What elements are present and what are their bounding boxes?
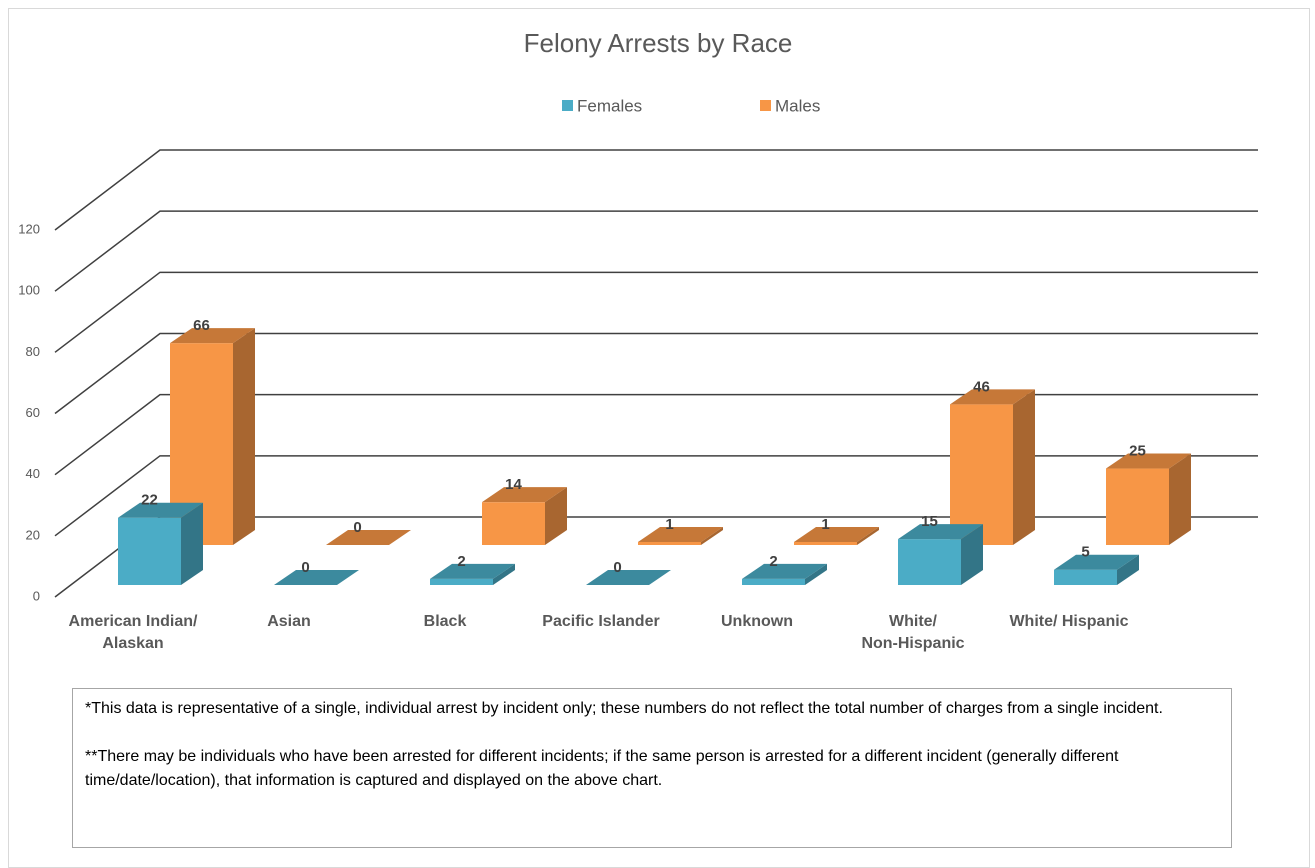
y-tick-label: 120 [18, 221, 40, 236]
legend-swatch [760, 100, 771, 111]
grid-line [54, 210, 1258, 292]
bar-side [233, 328, 255, 545]
bar-top [482, 487, 567, 503]
value-label: 5 [1081, 544, 1089, 561]
y-tick-label: 0 [33, 588, 40, 603]
bar-side [857, 526, 879, 545]
value-label: 2 [769, 553, 777, 570]
bar-top [586, 570, 671, 585]
bar-top [118, 502, 203, 518]
bar-top [274, 570, 359, 585]
y-tick-label: 80 [26, 344, 40, 359]
bar-top [430, 563, 515, 579]
x-tick-label: American Indian/ Alaskan [68, 613, 198, 652]
bar [950, 389, 1035, 545]
bar-side [1169, 453, 1191, 545]
value-label: 1 [665, 516, 673, 533]
value-label: 15 [921, 513, 938, 530]
bar [794, 526, 879, 545]
legend-swatch [562, 100, 573, 111]
bar [1106, 453, 1191, 545]
x-tick-label: Asian [267, 613, 311, 630]
bar-side [961, 524, 983, 585]
bar [898, 524, 983, 585]
bar-side [701, 526, 723, 545]
bar-top [950, 389, 1035, 405]
value-label: 0 [613, 559, 621, 576]
bar-front [482, 502, 545, 545]
bar-top [1106, 453, 1191, 469]
bar [638, 526, 723, 545]
bar-front [950, 404, 1013, 545]
bar [430, 563, 515, 585]
bar-front [430, 578, 493, 585]
bar-front [1054, 569, 1117, 585]
bar-top [742, 563, 827, 579]
grid-line [54, 332, 1258, 415]
notes-box: *This data is representative of a single… [72, 688, 1232, 848]
value-label: 0 [301, 559, 309, 576]
value-label: 1 [821, 516, 829, 533]
bar-top [794, 526, 879, 542]
y-tick-label: 60 [26, 405, 40, 420]
bar-side [493, 563, 515, 585]
legend-label: Males [775, 96, 820, 115]
grid-line [54, 393, 1258, 476]
x-tick-label: Pacific Islander [542, 613, 660, 630]
bar [742, 563, 827, 585]
value-label: 25 [1129, 443, 1146, 460]
x-tick-label: Unknown [721, 613, 793, 630]
note: *This data is representative of a single… [85, 700, 1163, 717]
bar-top [898, 524, 983, 540]
bar [1054, 554, 1139, 585]
bar [482, 487, 567, 545]
bar-front [118, 517, 181, 585]
note: **There may be individuals who have been… [85, 748, 1119, 789]
y-tick-label: 100 [18, 283, 40, 298]
y-tick-label: 20 [26, 527, 40, 542]
grid-line [54, 271, 1258, 353]
bar [274, 570, 359, 585]
value-label: 46 [973, 378, 990, 395]
bar [326, 530, 411, 545]
bar [586, 570, 671, 585]
grid-line [54, 149, 1258, 231]
x-tick-label: White/ Non-Hispanic [861, 613, 965, 652]
value-label: 14 [505, 476, 522, 493]
bar-side [1117, 554, 1139, 585]
grid-line [54, 455, 1258, 537]
legend-label: Females [577, 96, 642, 115]
bar-top [326, 530, 411, 545]
bar-front [794, 541, 857, 545]
bar-side [805, 563, 827, 585]
bar-side [545, 487, 567, 545]
bar-front [1106, 468, 1169, 545]
value-label: 66 [193, 317, 210, 334]
value-label: 22 [141, 492, 158, 509]
bar-front [742, 578, 805, 585]
x-tick-label: Black [423, 613, 467, 630]
bar-top [638, 526, 723, 542]
value-label: 0 [353, 519, 361, 536]
bar [118, 502, 203, 585]
chart-title: Felony Arrests by Race [524, 28, 793, 58]
value-label: 2 [457, 553, 465, 570]
bar-top [170, 328, 255, 344]
bar-top [1054, 554, 1139, 570]
bar-side [1013, 389, 1035, 545]
bar-front [638, 541, 701, 545]
bar-front [898, 539, 961, 585]
x-tick-label: White/ Hispanic [1009, 613, 1129, 630]
y-tick-label: 40 [26, 466, 40, 481]
bar-side [181, 502, 203, 585]
